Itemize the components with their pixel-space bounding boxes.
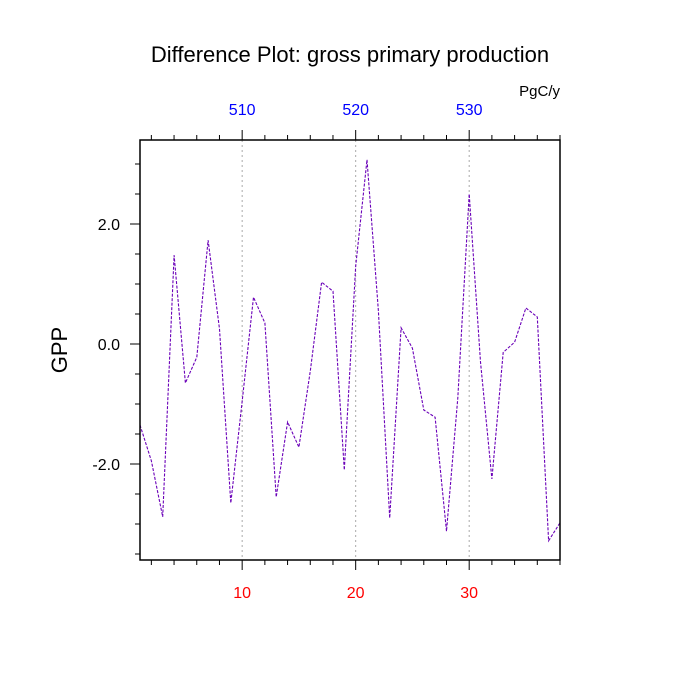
x-tick-label-bottom: 10 [233,585,251,602]
y-tick-label: 2.0 [98,217,120,234]
grid-lines [241,140,470,560]
x-tick-label-bottom: 20 [347,585,365,602]
series-layer [140,159,560,543]
plot-frame [139,139,561,561]
y-axis-label: GPP [47,327,72,373]
x-tick-label-top: 520 [342,102,369,119]
units-label: PgC/y [519,83,560,100]
chart-title: Difference Plot: gross primary productio… [151,42,549,67]
tick-labels: -2.0 0.0 2.0 10 20 30 510 520 530 [92,102,482,602]
y-tick-label: -2.0 [92,457,120,474]
x-tick-label-top: 530 [456,102,483,119]
axis-ticks [130,130,561,570]
x-tick-label-bottom: 30 [460,585,478,602]
y-tick-label: 0.0 [98,337,120,354]
x-tick-label-top: 510 [229,102,256,119]
series-line [140,159,560,543]
